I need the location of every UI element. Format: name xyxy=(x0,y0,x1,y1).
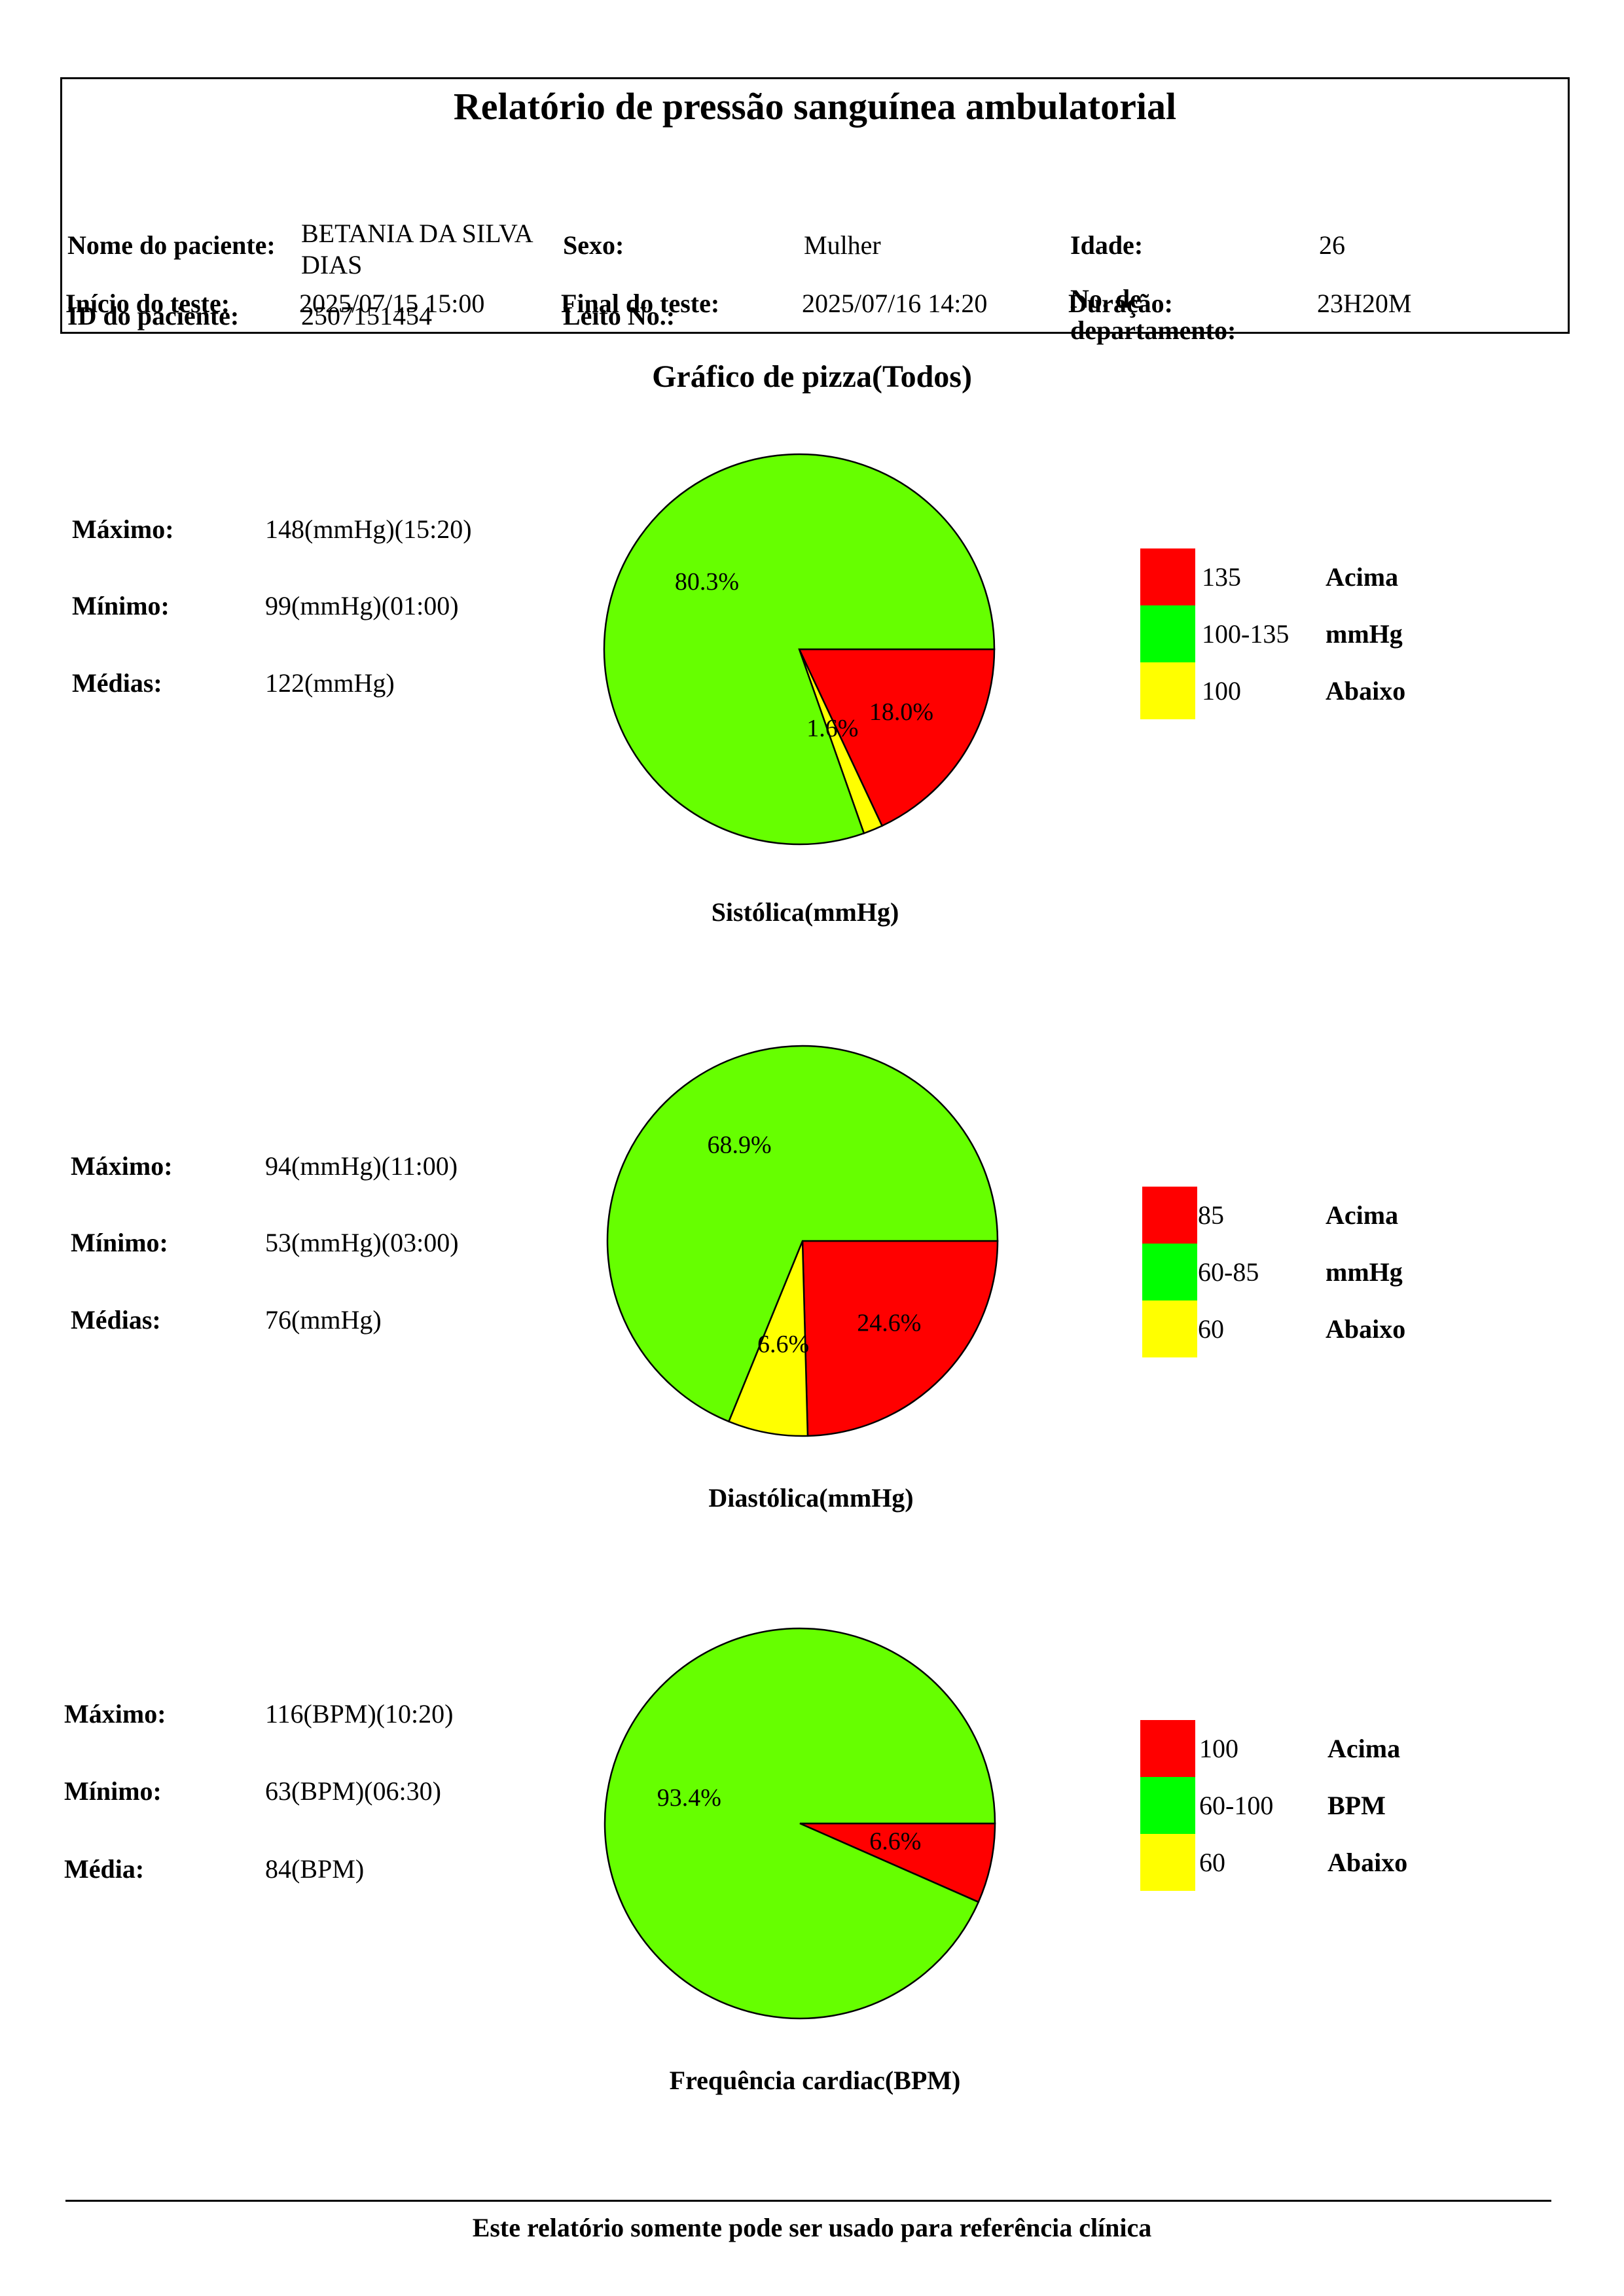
stat-avg-value: 76(mmHg) xyxy=(265,1305,382,1335)
legend-range-below: 60 xyxy=(1199,1848,1225,1877)
legend-swatch-above xyxy=(1140,548,1195,605)
legend-range-below: 60 xyxy=(1198,1314,1224,1344)
stat-max-label: Máximo: xyxy=(72,514,174,544)
pie-slice-label: 1.6% xyxy=(806,715,858,742)
legend-word-below: Abaixo xyxy=(1326,676,1406,706)
pie-slice-label: 24.6% xyxy=(857,1310,921,1337)
section-title: Gráfico de pizza(Todos) xyxy=(652,359,972,394)
legend-range-above: 135 xyxy=(1202,562,1241,592)
legend-swatch-above xyxy=(1140,1720,1195,1777)
stat-avg-label: Médias: xyxy=(71,1305,161,1335)
diastolic-pie-chart: 24.6% 6.6% 68.9% xyxy=(606,1045,999,1437)
legend-range-below: 100 xyxy=(1202,676,1241,706)
footer-note: Este relatório somente pode ser usado pa… xyxy=(472,2213,1152,2242)
legend-range-above: 100 xyxy=(1199,1734,1238,1763)
pie-slice-label: 18.0% xyxy=(869,698,933,726)
heart-rate-pie-chart: 6.6% 93.4% xyxy=(604,1627,996,2020)
patient-id-label: ID do paciente: xyxy=(67,301,240,331)
pie-slice-label: 6.6% xyxy=(757,1331,809,1358)
legend-range-above: 85 xyxy=(1198,1200,1224,1230)
pie-slice-label: 6.6% xyxy=(869,1827,921,1855)
pie-slice-label: 93.4% xyxy=(657,1784,721,1812)
department-label: No. de departamento: xyxy=(1070,284,1236,345)
stat-avg-label: Média: xyxy=(64,1854,145,1884)
legend-range-normal: 100-135 xyxy=(1202,619,1290,649)
legend-swatch-normal xyxy=(1140,605,1195,662)
stat-min-label: Mínimo: xyxy=(72,591,170,620)
stat-min-value: 63(BPM)(06:30) xyxy=(265,1776,441,1806)
age-value: 26 xyxy=(1319,230,1345,260)
pie-caption: Frequência cardiac(BPM) xyxy=(669,2066,961,2095)
pie-slice-abaixo xyxy=(727,1240,809,1437)
pie-slice-mmhg xyxy=(606,1045,999,1423)
footer-divider xyxy=(65,2200,1551,2202)
legend-word-below: Abaixo xyxy=(1326,1314,1406,1344)
stat-min-label: Mínimo: xyxy=(64,1776,162,1806)
stat-min-label: Mínimo: xyxy=(71,1228,168,1257)
pie-slice-bpm xyxy=(604,1627,996,2020)
report-title: Relatório de pressão sanguínea ambulator… xyxy=(453,85,1177,128)
legend-word-normal: mmHg xyxy=(1326,619,1403,649)
systolic-pie-chart: 18.0% 1.6% 80.3% xyxy=(603,453,996,846)
pie-slice-acima xyxy=(799,1822,996,1903)
stat-min-value: 53(mmHg)(03:00) xyxy=(265,1228,459,1257)
stat-max-value: 148(mmHg)(15:20) xyxy=(265,514,472,544)
stat-avg-label: Médias: xyxy=(72,668,162,698)
pie-slice-acima xyxy=(801,1240,999,1437)
stat-max-value: 116(BPM)(10:20) xyxy=(265,1699,454,1729)
stat-avg-value: 122(mmHg) xyxy=(265,668,395,698)
duration-label: Duração: xyxy=(1068,289,1173,318)
start-label: Início do teste: xyxy=(65,289,230,318)
sex-value: Mulher xyxy=(804,230,881,260)
stat-avg-value: 84(BPM) xyxy=(265,1854,365,1884)
patient-id-value: 2507151454 xyxy=(301,301,432,331)
legend-word-normal: mmHg xyxy=(1326,1257,1403,1287)
bed-label: Leito No.: xyxy=(563,301,676,331)
sex-label: Sexo: xyxy=(563,230,624,260)
stat-min-value: 99(mmHg)(01:00) xyxy=(265,591,459,620)
stat-max-label: Máximo: xyxy=(64,1699,166,1729)
pie-slice-acima xyxy=(798,648,996,827)
patient-info-header: Relatório de pressão sanguínea ambulator… xyxy=(60,77,1570,345)
pie-slice-label: 68.9% xyxy=(708,1131,772,1158)
stat-max-label: Máximo: xyxy=(71,1151,173,1181)
end-label: Final do teste: xyxy=(561,289,720,318)
duration-value: 23H20M xyxy=(1317,289,1412,318)
legend-swatch-above xyxy=(1142,1187,1197,1244)
pie-caption: Diastólica(mmHg) xyxy=(708,1483,914,1513)
legend-swatch-normal xyxy=(1140,1777,1195,1834)
stat-max-value: 94(mmHg)(11:00) xyxy=(265,1151,458,1181)
patient-name-value: BETANIA DA SILVA DIAS xyxy=(301,219,532,279)
patient-name-label: Nome do paciente: xyxy=(67,230,276,260)
legend-swatch-below xyxy=(1140,662,1195,719)
legend-range-normal: 60-85 xyxy=(1198,1257,1259,1287)
age-label: Idade: xyxy=(1070,230,1144,260)
end-value: 2025/07/16 14:20 xyxy=(802,289,988,318)
legend-word-above: Acima xyxy=(1326,1200,1399,1230)
legend-word-above: Acima xyxy=(1326,562,1399,592)
pie-caption: Sistólica(mmHg) xyxy=(711,897,899,927)
legend-swatch-below xyxy=(1140,1834,1195,1891)
legend-swatch-below xyxy=(1142,1300,1197,1357)
legend-swatch-normal xyxy=(1142,1244,1197,1300)
start-value: 2025/07/15 15:00 xyxy=(299,289,485,318)
pie-slice-mmhg xyxy=(603,453,996,846)
legend-word-normal: BPM xyxy=(1327,1791,1386,1820)
pie-slice-label: 80.3% xyxy=(675,568,739,596)
legend-word-above: Acima xyxy=(1327,1734,1401,1763)
legend-word-below: Abaixo xyxy=(1327,1848,1408,1877)
legend-range-normal: 60-100 xyxy=(1199,1791,1274,1820)
